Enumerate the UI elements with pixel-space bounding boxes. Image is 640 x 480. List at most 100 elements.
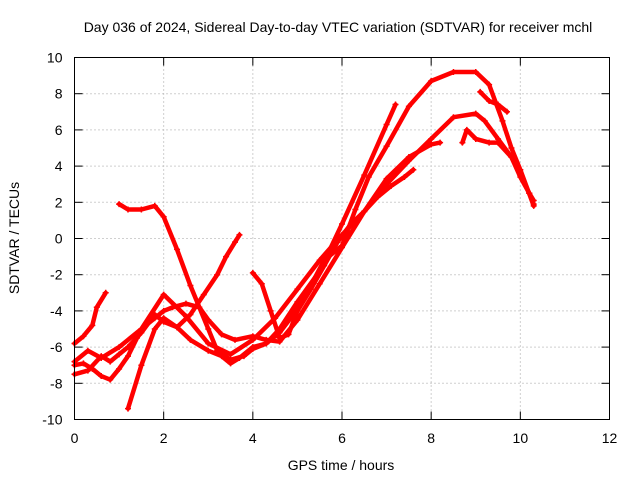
y-tick-label: 10 [47,50,63,66]
data-point [218,331,225,338]
data-point [508,154,515,161]
data-point [236,354,243,361]
y-tick-label: -4 [50,303,63,319]
data-point [410,166,417,173]
data-point [116,351,123,358]
data-point [486,97,493,104]
series-line-pass-9 [477,89,510,115]
data-point [267,307,274,314]
data-point [89,322,96,329]
y-tick-label: 2 [55,194,63,210]
data-point [405,157,412,164]
data-point [503,108,510,115]
data-point [84,367,91,374]
y-tick-label: -10 [42,412,62,428]
x-tick-label: 2 [160,430,168,446]
data-point [352,206,359,213]
data-point [361,172,368,179]
data-point [116,365,123,372]
data-point [339,221,345,228]
series-line-pass-6 [125,69,536,411]
data-point [160,307,167,314]
x-axis-label: GPS time / hours [288,457,395,473]
y-tick-label: -6 [50,339,63,355]
data-point [151,202,158,209]
data-point [116,344,123,351]
data-point [187,336,194,343]
data-point [530,201,537,208]
data-point [383,143,390,150]
data-point [80,333,87,340]
data-point [294,286,301,293]
series-layer [71,68,537,412]
data-point [125,353,131,360]
data-point [285,331,292,338]
data-point [428,135,435,142]
data-point [347,221,354,228]
data-point [316,280,323,287]
data-point [428,78,435,85]
data-point [294,307,301,314]
data-point [388,183,395,190]
data-point [477,88,484,95]
data-point [517,173,524,180]
y-axis-ticks: -10 -8 -6 -4 -2 0 2 4 6 8 10 [42,50,610,428]
x-tick-label: 4 [249,430,257,446]
data-point [125,344,131,351]
data-point [98,373,105,380]
data-point [392,101,399,108]
data-point [223,253,230,260]
data-point [80,360,87,367]
data-point [472,135,479,142]
y-tick-label: 0 [55,231,63,247]
data-point [205,347,212,354]
data-point [486,81,493,88]
data-point [138,362,145,369]
data-point [84,347,91,354]
data-point [499,117,506,124]
data-point [463,126,470,133]
data-point [437,139,444,146]
data-point [249,336,256,343]
data-point [459,139,466,146]
y-tick-label: -2 [50,267,63,283]
x-tick-label: 10 [513,430,529,446]
data-point [495,139,502,146]
data-point [107,358,114,365]
data-point [174,324,181,331]
x-tick-label: 8 [427,430,435,446]
data-point [249,344,256,351]
x-tick-label: 12 [602,430,618,446]
data-point [401,173,408,180]
data-point [227,360,234,367]
data-point [151,311,158,318]
data-point [450,114,457,121]
data-point [174,246,181,253]
data-point [160,291,167,298]
data-point [450,68,457,75]
data-point [232,336,238,343]
data-point [102,289,109,296]
data-point [187,311,194,318]
series-line-pass-2 [72,111,536,364]
data-point [339,242,345,249]
data-point [383,121,390,128]
series-line-pass-4 [72,290,108,346]
data-point [258,280,265,287]
y-tick-label: 4 [55,158,63,174]
data-point [138,329,145,336]
data-point [93,304,100,311]
y-tick-label: 8 [55,86,63,102]
data-point [205,326,212,332]
x-tick-label: 6 [338,430,346,446]
y-tick-label: -8 [50,375,63,391]
data-point [200,291,207,298]
data-point [249,269,256,276]
data-point [205,340,212,347]
data-point [236,231,243,238]
data-point [495,101,502,108]
data-point [383,175,390,182]
data-point [472,110,479,117]
data-point [187,282,194,289]
